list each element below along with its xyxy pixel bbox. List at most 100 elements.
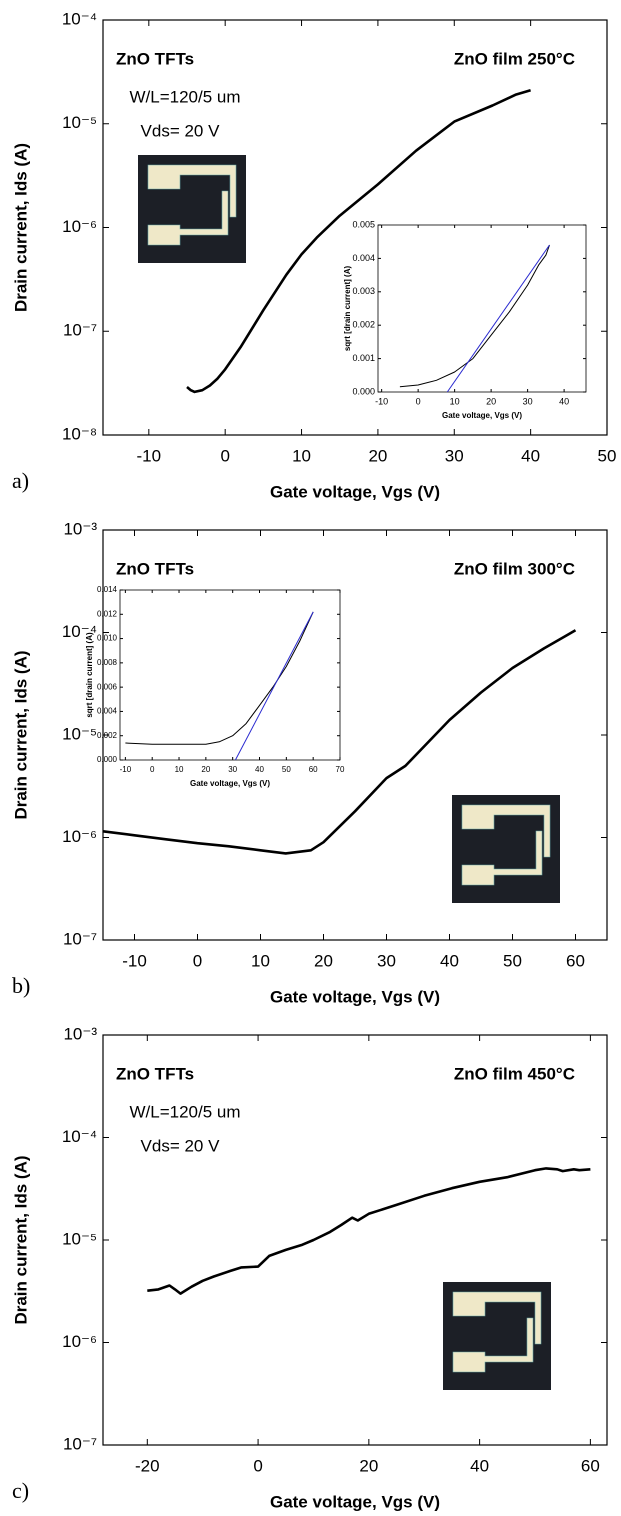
x-tick-label: 20 <box>486 396 496 406</box>
data-line <box>399 244 550 388</box>
photo-electrode <box>147 190 229 246</box>
photo-electrode <box>452 1317 534 1373</box>
plot-frame <box>102 19 608 436</box>
x-tick-label: 50 <box>503 951 522 970</box>
x-tick-label: 30 <box>523 396 533 406</box>
y-tick-label: 10⁻³ <box>63 1024 97 1043</box>
annotation: ZnO film 300°C <box>454 559 575 578</box>
plot-frame <box>119 589 341 761</box>
x-tick-label: 50 <box>598 446 617 465</box>
y-tick-label: 0.002 <box>352 320 375 330</box>
data-line <box>102 629 577 855</box>
inset-bg <box>120 590 340 760</box>
inset-bg <box>378 225 586 392</box>
y-tick-label: 0.014 <box>97 585 118 594</box>
x-tick-label: 0 <box>193 951 202 970</box>
x-tick-label: -10 <box>120 765 132 774</box>
y-axis-label: Drain current, Ids (A) <box>11 650 30 819</box>
data-line <box>446 244 550 393</box>
y-tick-label: 0.002 <box>97 731 118 740</box>
annotation: ZnO TFTs <box>116 559 194 578</box>
y-axis-label: sqrt [drain current] (A) <box>343 266 352 352</box>
y-tick-label: 10⁻⁶ <box>62 827 97 846</box>
y-tick-label: 10⁻⁸ <box>62 424 97 443</box>
plot-frame <box>102 529 608 941</box>
data-line <box>125 611 314 745</box>
y-tick-label: 0.004 <box>97 707 118 716</box>
x-axis-label: Gate voltage, Vgs (V) <box>190 779 270 788</box>
x-tick-label: -10 <box>122 951 147 970</box>
panel-label: c) <box>12 1478 29 1503</box>
x-tick-label: 30 <box>377 951 396 970</box>
y-tick-label: 10⁻⁵ <box>62 724 97 743</box>
photo-electrode <box>461 804 551 858</box>
photo-electrode <box>452 1291 542 1345</box>
y-tick-label: 0.010 <box>97 634 118 643</box>
y-tick-label: 10⁻⁶ <box>62 1332 97 1351</box>
annotation: ZnO film 450°C <box>454 1064 575 1083</box>
data-line <box>234 611 314 761</box>
x-axis-label: Gate voltage, Vgs (V) <box>442 411 522 420</box>
x-tick-label: 40 <box>559 396 569 406</box>
x-tick-label: 60 <box>581 1456 600 1475</box>
y-tick-label: 0.001 <box>352 353 375 363</box>
annotation: Vds= 20 V <box>141 121 221 140</box>
y-tick-label: 0.004 <box>352 253 375 263</box>
x-tick-label: 10 <box>292 446 311 465</box>
data-line <box>147 1167 591 1295</box>
x-tick-label: 70 <box>336 765 345 774</box>
y-tick-label: 0.000 <box>352 386 375 396</box>
annotation: ZnO film 250°C <box>454 49 575 68</box>
y-tick-label: 10⁻⁴ <box>62 1127 97 1146</box>
x-tick-label: 0 <box>416 396 421 406</box>
annotation: W/L=120/5 um <box>129 87 240 106</box>
x-tick-label: 20 <box>314 951 333 970</box>
x-tick-label: 40 <box>470 1456 489 1475</box>
annotation: Vds= 20 V <box>141 1136 221 1155</box>
x-tick-label: 0 <box>253 1456 262 1475</box>
y-tick-label: 10⁻³ <box>63 519 97 538</box>
y-tick-label: 10⁻⁵ <box>62 1229 97 1248</box>
x-tick-label: 20 <box>359 1456 378 1475</box>
x-tick-label: -20 <box>135 1456 160 1475</box>
y-tick-label: 10⁻⁵ <box>62 113 97 132</box>
plot-frame <box>377 224 587 393</box>
x-tick-label: 20 <box>201 765 210 774</box>
y-axis-label: Drain current, Ids (A) <box>11 1155 30 1324</box>
y-tick-label: 0.003 <box>352 286 375 296</box>
x-tick-label: 10 <box>450 396 460 406</box>
y-axis-label: sqrt [drain current] (A) <box>85 632 94 718</box>
x-tick-label: 10 <box>175 765 184 774</box>
annotation: ZnO TFTs <box>116 1064 194 1083</box>
y-tick-label: 10⁻⁷ <box>63 929 97 948</box>
y-tick-label: 10⁻⁶ <box>62 217 97 236</box>
x-tick-label: 40 <box>440 951 459 970</box>
x-tick-label: 60 <box>309 765 318 774</box>
y-tick-label: 10⁻⁷ <box>63 1434 97 1453</box>
plot-frame <box>102 1034 608 1446</box>
y-axis-label: Drain current, Ids (A) <box>11 143 30 312</box>
panel-label: a) <box>12 468 29 493</box>
photo-electrode <box>147 164 237 218</box>
x-axis-label: Gate voltage, Vgs (V) <box>270 1492 440 1511</box>
y-tick-label: 0.006 <box>97 682 118 691</box>
x-tick-label: 0 <box>150 765 155 774</box>
x-tick-label: 30 <box>228 765 237 774</box>
y-tick-label: 10⁻⁴ <box>62 9 97 28</box>
y-tick-label: 0.008 <box>97 658 118 667</box>
data-line <box>186 89 531 394</box>
x-tick-label: 40 <box>521 446 540 465</box>
device-photo <box>138 155 246 263</box>
y-tick-label: 0.005 <box>352 219 375 229</box>
x-axis-label: Gate voltage, Vgs (V) <box>270 482 440 501</box>
x-tick-label: 0 <box>220 446 229 465</box>
y-tick-label: 10⁻⁴ <box>62 622 97 641</box>
x-tick-label: 60 <box>566 951 585 970</box>
annotation: W/L=120/5 um <box>129 1102 240 1121</box>
x-tick-label: 20 <box>368 446 387 465</box>
photo-electrode <box>461 830 543 886</box>
x-tick-label: 30 <box>445 446 464 465</box>
x-tick-label: 40 <box>255 765 264 774</box>
device-photo <box>443 1282 551 1390</box>
